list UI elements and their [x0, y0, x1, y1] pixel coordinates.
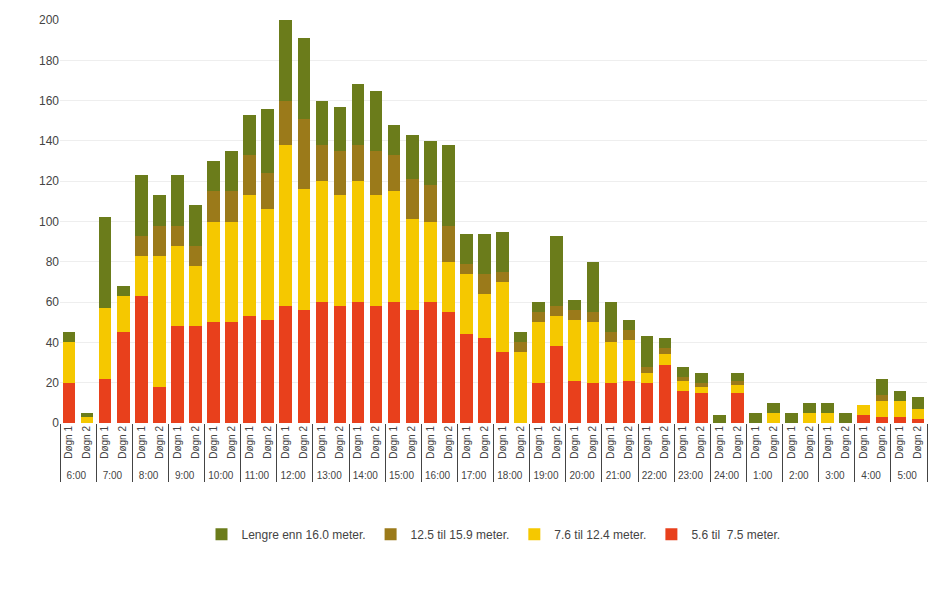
svg-text:Døgn 1: Døgn 1 — [858, 426, 869, 459]
svg-text:Døgn 2: Døgn 2 — [623, 426, 634, 459]
svg-text:Døgn 2: Døgn 2 — [768, 426, 779, 459]
svg-text:Døgn 2: Døgn 2 — [551, 426, 562, 459]
svg-text:4:00: 4:00 — [861, 470, 881, 481]
svg-text:Døgn 1: Døgn 1 — [316, 426, 327, 459]
svg-text:40: 40 — [46, 336, 60, 350]
svg-text:22:00: 22:00 — [642, 470, 667, 481]
svg-text:Døgn 2: Døgn 2 — [659, 426, 670, 459]
svg-text:5.6 til 7.5 meter.: 5.6 til 7.5 meter. — [691, 528, 780, 542]
svg-text:Døgn 1: Døgn 1 — [352, 426, 363, 459]
svg-text:Døgn 1: Døgn 1 — [750, 426, 761, 459]
svg-text:Døgn 1: Døgn 1 — [569, 426, 580, 459]
svg-text:Døgn 2: Døgn 2 — [876, 426, 887, 459]
svg-text:Døgn 1: Døgn 1 — [388, 426, 399, 459]
svg-text:Døgn 2: Døgn 2 — [154, 426, 165, 459]
svg-text:Døgn 1: Døgn 1 — [280, 426, 291, 459]
svg-text:80: 80 — [46, 255, 60, 269]
svg-text:Døgn 1: Døgn 1 — [425, 426, 436, 459]
svg-text:1:00: 1:00 — [753, 470, 773, 481]
svg-text:24:00: 24:00 — [714, 470, 739, 481]
svg-text:12.5 til 15.9 meter.: 12.5 til 15.9 meter. — [411, 528, 510, 542]
svg-text:20:00: 20:00 — [570, 470, 595, 481]
svg-text:Døgn 1: Døgn 1 — [208, 426, 219, 459]
svg-text:8:00: 8:00 — [139, 470, 159, 481]
svg-text:Døgn 1: Døgn 1 — [714, 426, 725, 459]
svg-text:Døgn 2: Døgn 2 — [81, 426, 92, 459]
svg-text:Døgn 2: Døgn 2 — [406, 426, 417, 459]
svg-text:Døgn 2: Døgn 2 — [912, 426, 923, 459]
svg-text:Døgn 2: Døgn 2 — [443, 426, 454, 459]
svg-text:Døgn 2: Døgn 2 — [117, 426, 128, 459]
svg-text:Døgn 2: Døgn 2 — [190, 426, 201, 459]
svg-text:Døgn 2: Døgn 2 — [732, 426, 743, 459]
svg-text:Døgn 2: Døgn 2 — [515, 426, 526, 459]
svg-text:Døgn 1: Døgn 1 — [461, 426, 472, 459]
svg-text:Døgn 2: Døgn 2 — [587, 426, 598, 459]
svg-text:23:00: 23:00 — [678, 470, 703, 481]
svg-text:180: 180 — [39, 54, 59, 68]
svg-text:Døgn 2: Døgn 2 — [695, 426, 706, 459]
svg-text:Døgn 1: Døgn 1 — [99, 426, 110, 459]
svg-text:13:00: 13:00 — [317, 470, 342, 481]
svg-text:Døgn 1: Døgn 1 — [533, 426, 544, 459]
svg-text:19:00: 19:00 — [533, 470, 558, 481]
svg-text:Døgn 1: Døgn 1 — [605, 426, 616, 459]
svg-text:14:00: 14:00 — [353, 470, 378, 481]
svg-text:Døgn 2: Døgn 2 — [370, 426, 381, 459]
svg-text:Døgn 1: Døgn 1 — [172, 426, 183, 459]
svg-text:Døgn 2: Døgn 2 — [840, 426, 851, 459]
svg-text:100: 100 — [39, 215, 59, 229]
svg-text:18:00: 18:00 — [497, 470, 522, 481]
svg-text:Døgn 1: Døgn 1 — [136, 426, 147, 459]
svg-text:0: 0 — [52, 416, 59, 430]
svg-text:120: 120 — [39, 174, 59, 188]
svg-text:Døgn 2: Døgn 2 — [334, 426, 345, 459]
svg-text:Døgn 1: Døgn 1 — [63, 426, 74, 459]
svg-text:Døgn 1: Døgn 1 — [677, 426, 688, 459]
svg-text:Lengre enn 16.0 meter.: Lengre enn 16.0 meter. — [242, 528, 366, 542]
svg-text:5:00: 5:00 — [897, 470, 917, 481]
svg-text:16:00: 16:00 — [425, 470, 450, 481]
svg-text:Døgn 2: Døgn 2 — [226, 426, 237, 459]
svg-text:6:00: 6:00 — [67, 470, 87, 481]
svg-text:Døgn 1: Døgn 1 — [894, 426, 905, 459]
svg-text:20: 20 — [46, 376, 60, 390]
svg-text:Døgn 2: Døgn 2 — [262, 426, 273, 459]
svg-text:140: 140 — [39, 134, 59, 148]
svg-text:60: 60 — [46, 295, 60, 309]
svg-text:11:00: 11:00 — [245, 470, 270, 481]
svg-text:Døgn 1: Døgn 1 — [641, 426, 652, 459]
svg-text:12:00: 12:00 — [281, 470, 306, 481]
svg-text:Døgn 1: Døgn 1 — [786, 426, 797, 459]
svg-text:7.6 til 12.4 meter.: 7.6 til 12.4 meter. — [554, 528, 646, 542]
svg-text:7:00: 7:00 — [103, 470, 123, 481]
svg-text:17:00: 17:00 — [461, 470, 486, 481]
svg-text:10:00: 10:00 — [208, 470, 233, 481]
svg-text:15:00: 15:00 — [389, 470, 414, 481]
svg-text:Døgn 1: Døgn 1 — [822, 426, 833, 459]
svg-text:9:00: 9:00 — [175, 470, 195, 481]
svg-text:21:00: 21:00 — [606, 470, 631, 481]
svg-text:Døgn 2: Døgn 2 — [804, 426, 815, 459]
svg-text:Døgn 1: Døgn 1 — [244, 426, 255, 459]
svg-text:Døgn 2: Døgn 2 — [479, 426, 490, 459]
svg-text:2:00: 2:00 — [789, 470, 809, 481]
svg-text:3:00: 3:00 — [825, 470, 845, 481]
svg-text:Døgn 2: Døgn 2 — [298, 426, 309, 459]
svg-text:200: 200 — [39, 13, 59, 27]
svg-text:160: 160 — [39, 94, 59, 108]
svg-text:Døgn 1: Døgn 1 — [497, 426, 508, 459]
